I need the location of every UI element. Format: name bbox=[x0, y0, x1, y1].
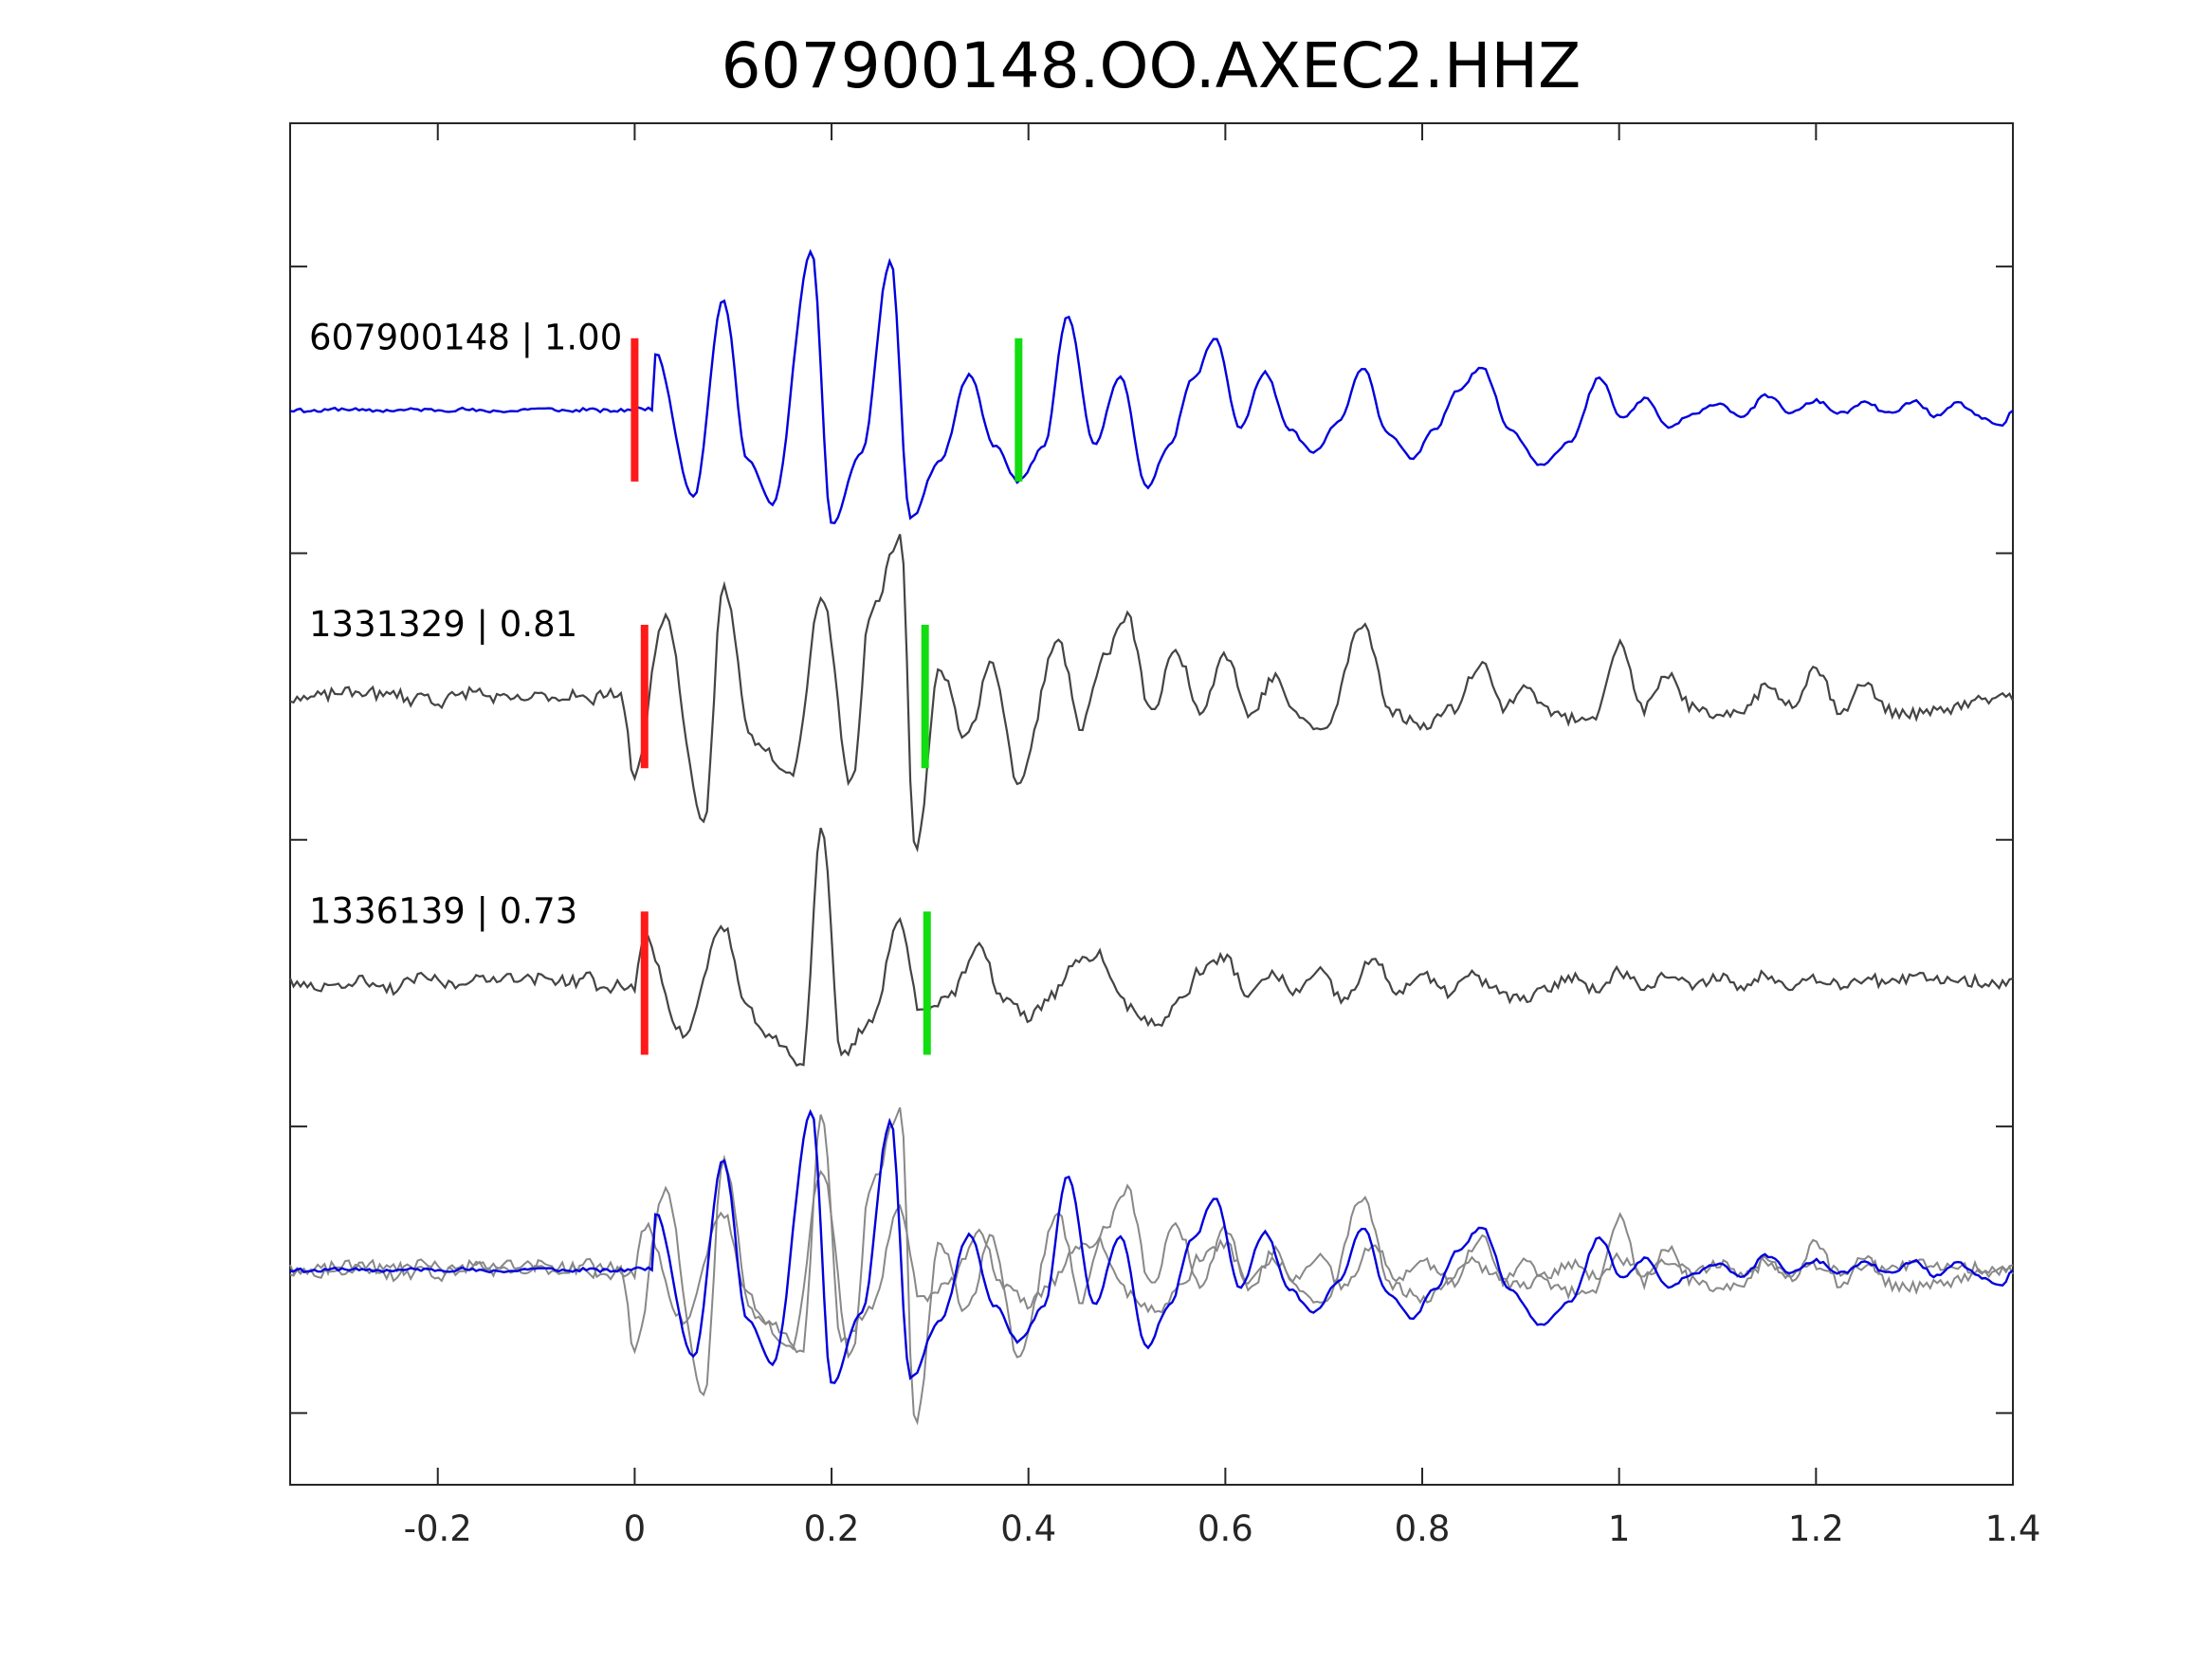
trace-label-1: 1331329 | 0.81 bbox=[309, 604, 577, 645]
overlay-trace-2 bbox=[289, 1114, 2014, 1354]
x-tick-label: 0 bbox=[624, 1508, 647, 1549]
x-tick-label: 0.6 bbox=[1197, 1508, 1253, 1549]
x-tick-label: 0.4 bbox=[1000, 1508, 1056, 1549]
chart-title: 607900148.OO.AXEC2.HHZ bbox=[722, 29, 1581, 102]
x-tick-label: -0.2 bbox=[404, 1508, 472, 1549]
x-tick-label: 0.8 bbox=[1395, 1508, 1451, 1549]
overlay-reference-trace bbox=[289, 1108, 2014, 1384]
x-tick-label: 0.2 bbox=[804, 1508, 860, 1549]
x-tick-label: 1.2 bbox=[1788, 1508, 1844, 1549]
trace-0 bbox=[289, 248, 2014, 524]
y-axis bbox=[290, 265, 2013, 1415]
traces-group bbox=[288, 248, 2014, 1068]
x-axis: -0.2 0 0.2 0.4 0.6 0.8 1 1.2 1.4 bbox=[404, 123, 2041, 1549]
plot-area bbox=[289, 122, 2014, 1486]
x-tick-label: 1.4 bbox=[1985, 1508, 2041, 1549]
trace-label-0: 607900148 | 1.00 bbox=[309, 318, 622, 358]
trace-1 bbox=[289, 534, 2014, 853]
x-tick-label: 1 bbox=[1608, 1508, 1631, 1549]
trace-labels: 607900148 | 1.00 1331329 | 0.81 1336139 | … bbox=[309, 318, 622, 932]
trace-label-2: 1336139 | 0.73 bbox=[309, 890, 577, 931]
picks-group bbox=[631, 338, 1023, 1055]
trace-2 bbox=[288, 827, 2014, 1068]
overlay-group bbox=[289, 1106, 2014, 1426]
